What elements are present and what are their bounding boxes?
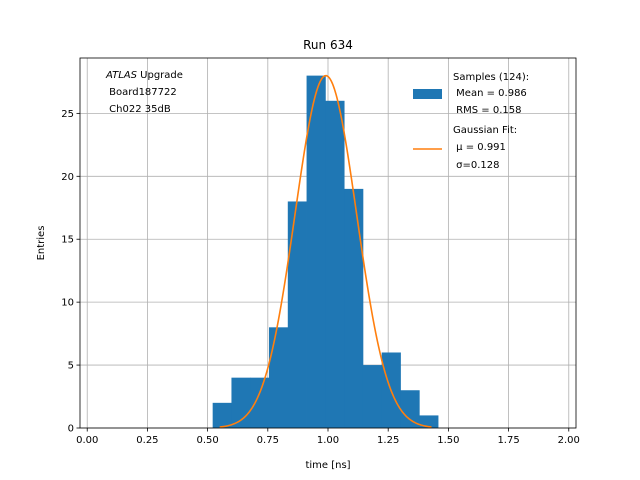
annotation-line-3: Ch022 35dB: [106, 104, 171, 115]
y-tick-label: 0: [68, 424, 74, 435]
chart-title: Run 634: [303, 38, 353, 52]
x-axis-ticks: 0.00 0.25 0.50 0.75 1.00 1.25 1.50 1.75 2.00: [76, 428, 580, 446]
x-axis-label: time [ns]: [305, 460, 350, 471]
annotation-line-1: ATLAS Upgrade: [105, 70, 183, 81]
histogram-bar: [362, 365, 383, 428]
histogram-bar: [212, 402, 232, 428]
annotation-line-2: Board187722: [106, 87, 177, 98]
y-tick-label: 10: [61, 298, 74, 309]
annotation-upgrade: Upgrade: [137, 70, 183, 81]
x-tick-label: 1.25: [377, 435, 399, 446]
histogram-bar: [419, 415, 439, 428]
histogram-bar: [306, 75, 326, 428]
histogram-bars: [212, 75, 439, 428]
histogram-bar: [400, 390, 420, 428]
legend-swatch-samples: [413, 89, 442, 99]
annotation-atlas: ATLAS: [105, 70, 138, 81]
y-axis-ticks: 0 5 10 15 20 25: [61, 109, 80, 435]
x-tick-label: 1.75: [497, 435, 519, 446]
x-tick-label: 0.50: [196, 435, 218, 446]
x-tick-label: 2.00: [558, 435, 580, 446]
y-tick-label: 15: [61, 235, 74, 246]
legend: Samples (124): Mean = 0.986 RMS = 0.158 …: [413, 72, 529, 171]
x-tick-label: 1.00: [317, 435, 339, 446]
y-tick-label: 20: [61, 172, 74, 183]
legend-samples-line-1: Samples (124):: [453, 72, 529, 83]
legend-fit-line-2: μ = 0.991: [453, 142, 506, 153]
gaussian-fit-curve: [219, 74, 432, 428]
x-tick-label: 0.75: [257, 435, 279, 446]
atlas-annotation: ATLAS Upgrade Board187722 Ch022 35dB: [105, 70, 183, 115]
histogram-bar: [269, 327, 289, 428]
y-axis-label: Entries: [36, 226, 47, 261]
legend-fit-line-1: Gaussian Fit:: [453, 125, 517, 136]
histogram-bar: [344, 188, 364, 428]
gaussian-fit: [219, 74, 432, 428]
x-tick-label: 0.25: [136, 435, 158, 446]
y-tick-label: 5: [68, 361, 74, 372]
histogram-bar: [287, 201, 307, 428]
legend-samples-line-3: RMS = 0.158: [453, 105, 521, 116]
legend-fit-line-3: σ=0.128: [453, 160, 500, 171]
x-tick-label: 1.50: [437, 435, 459, 446]
y-tick-label: 25: [61, 109, 74, 120]
histogram-bar: [325, 100, 345, 428]
x-tick-label: 0.00: [76, 435, 98, 446]
histogram-bar: [250, 377, 270, 428]
legend-samples-line-2: Mean = 0.986: [453, 88, 527, 99]
